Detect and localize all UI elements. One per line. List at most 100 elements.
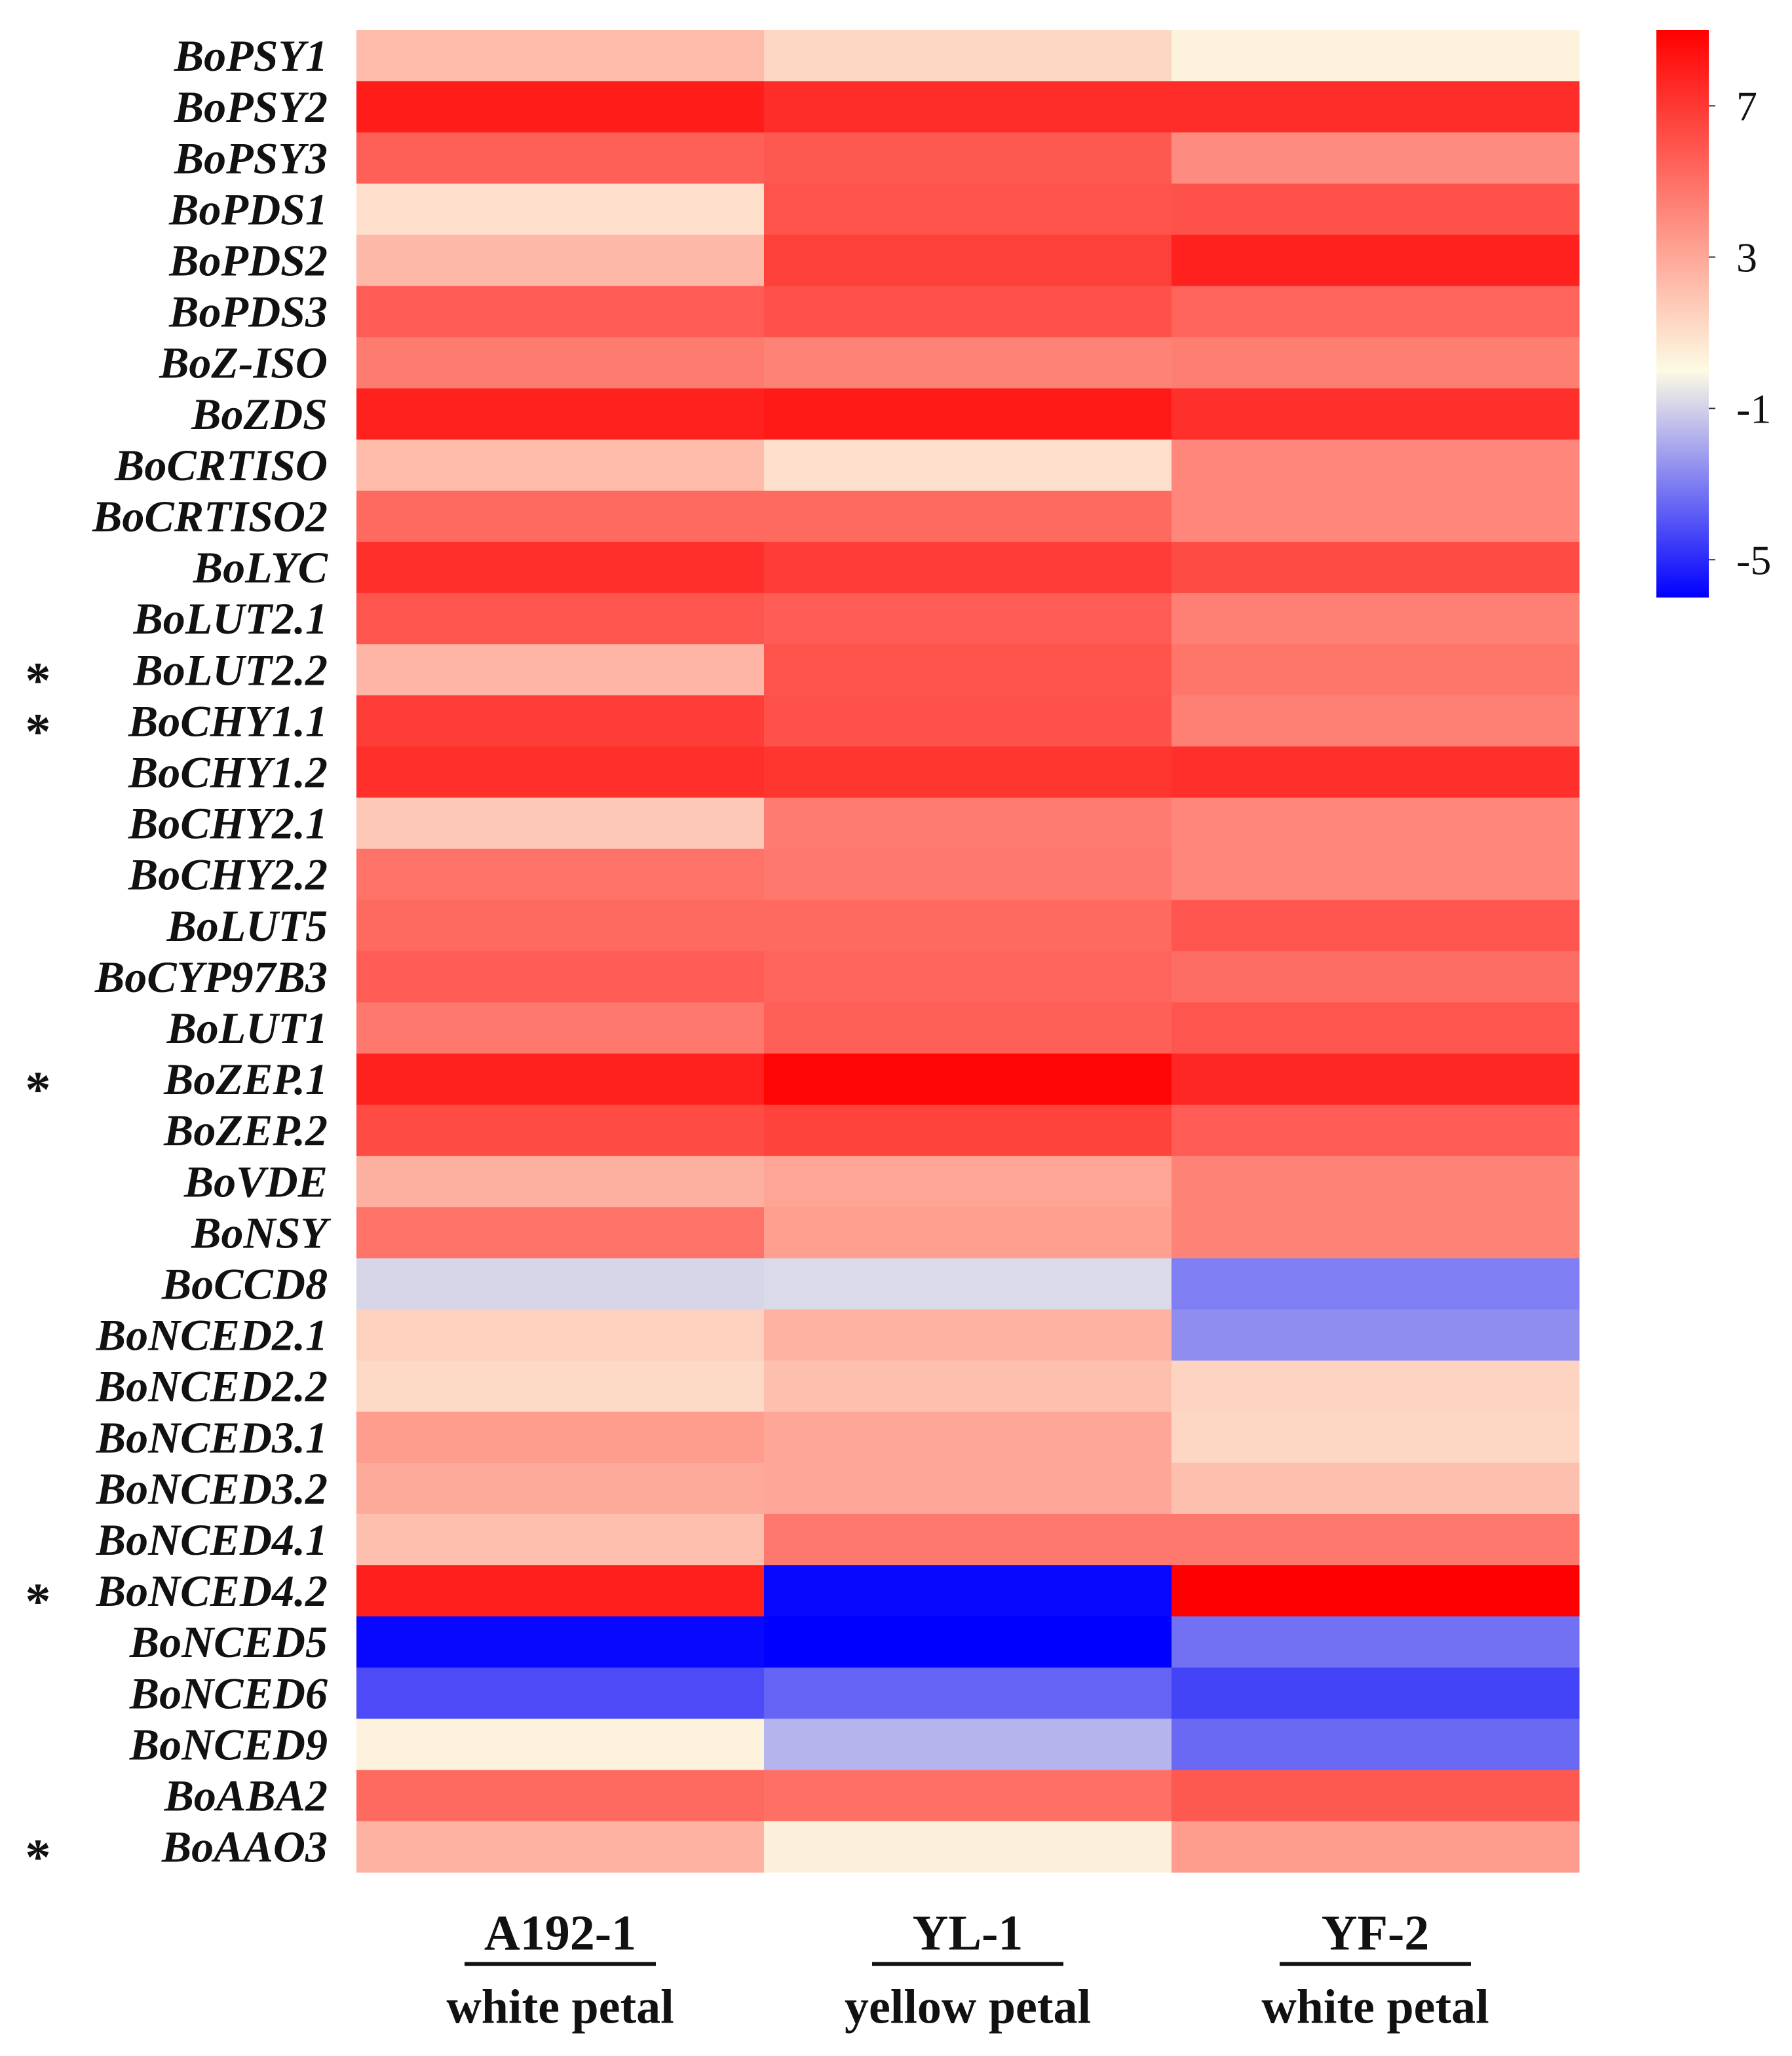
heatmap-cell xyxy=(356,1770,765,1822)
heatmap-cell xyxy=(1172,235,1580,287)
gene-label: BoCHY2.2 xyxy=(128,850,328,900)
heatmap-cell xyxy=(1172,30,1580,82)
heatmap-cell xyxy=(356,797,765,850)
gene-label: BoNCED6 xyxy=(129,1668,328,1718)
heatmap-cell xyxy=(764,1565,1172,1617)
gene-label: BoCRTISO2 xyxy=(92,491,328,541)
sample-description: white petal xyxy=(1261,1981,1489,2034)
heatmap-cell xyxy=(764,900,1172,952)
sample-name: YL-1 xyxy=(913,1906,1023,1961)
gene-label: BoNCED4.2 xyxy=(96,1566,328,1616)
heatmap-cell xyxy=(764,1719,1172,1770)
gene-label: BoLYC xyxy=(193,543,328,592)
gene-label: BoLUT5 xyxy=(166,901,328,951)
gene-labels: BoPSY1BoPSY2BoPSY3BoPDS1BoPDS2BoPDS3BoZ-… xyxy=(92,31,331,1872)
heatmap-cell xyxy=(764,746,1172,799)
gene-label: BoPSY2 xyxy=(174,82,328,132)
heatmap-cell xyxy=(1172,1207,1580,1259)
heatmap-cell xyxy=(356,388,765,440)
heatmap-cell xyxy=(764,235,1172,287)
colorbar: 7 3 -1 -5 xyxy=(1656,30,1771,598)
heatmap-cell xyxy=(764,1513,1172,1566)
heatmap-cell xyxy=(764,1360,1172,1413)
heatmap-cell xyxy=(764,132,1172,184)
heatmap-cell xyxy=(356,337,765,389)
heatmap-cell xyxy=(764,30,1172,82)
heatmap-cell xyxy=(764,593,1172,645)
heatmap-cell xyxy=(356,1565,765,1617)
heatmap-cell xyxy=(764,797,1172,850)
heatmap-cell xyxy=(764,542,1172,594)
gene-label: BoZEP.2 xyxy=(163,1105,328,1155)
significance-star: * xyxy=(26,1061,51,1118)
heatmap-cell xyxy=(1172,490,1580,543)
heatmap-cell xyxy=(356,1667,765,1719)
heatmap-cell xyxy=(1172,132,1580,184)
gene-label: BoNCED3.1 xyxy=(96,1413,328,1462)
heatmap-cell xyxy=(356,286,765,338)
heatmap-cell xyxy=(764,1616,1172,1668)
sample-name: A192-1 xyxy=(484,1906,636,1961)
heatmap-cell xyxy=(1172,848,1580,901)
heatmap-cell xyxy=(764,490,1172,543)
significance-markers: ***** xyxy=(26,651,51,1885)
heatmap-cell xyxy=(764,286,1172,338)
gene-label: BoVDE xyxy=(183,1156,328,1206)
heatmap-cell xyxy=(1172,1360,1580,1413)
significance-star: * xyxy=(26,702,51,759)
heatmap-cell xyxy=(1172,1105,1580,1156)
colorbar-tick-label: 7 xyxy=(1736,83,1757,129)
heatmap-cell xyxy=(356,951,765,1003)
heatmap-cell xyxy=(764,1054,1172,1105)
colorbar-tick-label: 3 xyxy=(1736,234,1757,280)
heatmap-cell xyxy=(1172,1719,1580,1770)
heatmap-cell xyxy=(1172,1565,1580,1617)
heatmap-cell xyxy=(1172,951,1580,1003)
heatmap-cell xyxy=(764,1309,1172,1361)
heatmap-cell xyxy=(764,1258,1172,1310)
gene-label: BoNCED3.2 xyxy=(96,1464,328,1513)
heatmap-cell xyxy=(356,1411,765,1464)
heatmap-cell xyxy=(764,848,1172,901)
heatmap-cell xyxy=(356,1156,765,1208)
heatmap-cell xyxy=(356,1258,765,1310)
heatmap-cell xyxy=(1172,900,1580,952)
heatmap-cell xyxy=(356,848,765,901)
heatmap-cell xyxy=(1172,81,1580,133)
heatmap-cell xyxy=(764,81,1172,133)
gene-label: BoCCD8 xyxy=(161,1259,328,1308)
heatmap-cell xyxy=(764,388,1172,440)
heatmap-cell xyxy=(1172,286,1580,338)
heatmap-cell xyxy=(1172,388,1580,440)
sample-description: white petal xyxy=(446,1981,674,2034)
gene-label: BoPSY3 xyxy=(174,133,328,183)
heatmap-cell xyxy=(356,132,765,184)
heatmap-cell xyxy=(764,1821,1172,1873)
significance-star: * xyxy=(26,1572,51,1629)
heatmap-cell xyxy=(764,183,1172,235)
heatmap-cell xyxy=(356,183,765,235)
heatmap-cell xyxy=(764,1156,1172,1208)
heatmap-cell xyxy=(1172,1309,1580,1361)
heatmap-cell xyxy=(356,593,765,645)
heatmap-cell xyxy=(1172,439,1580,491)
heatmap-cell xyxy=(356,900,765,952)
gene-label: BoCHY1.2 xyxy=(128,747,328,797)
gene-label: BoAAO3 xyxy=(161,1822,328,1872)
heatmap-cell xyxy=(356,1462,765,1515)
gene-label: BoNCED4.1 xyxy=(96,1515,328,1565)
heatmap-cell xyxy=(356,644,765,696)
heatmap-cell xyxy=(1172,1156,1580,1208)
heatmap-cell xyxy=(356,1309,765,1361)
heatmap-cell xyxy=(1172,593,1580,645)
gene-label: BoPDS1 xyxy=(168,184,328,234)
colorbar-tick-label: -1 xyxy=(1736,385,1771,432)
gene-label: BoNCED2.2 xyxy=(96,1361,328,1411)
heatmap-cell xyxy=(764,1411,1172,1464)
sample-name: YF-2 xyxy=(1322,1906,1430,1961)
heatmap-cell xyxy=(1172,1054,1580,1105)
heatmap-cell xyxy=(764,1667,1172,1719)
gene-label: BoZ-ISO xyxy=(159,338,328,388)
heatmap-cell xyxy=(764,1105,1172,1156)
